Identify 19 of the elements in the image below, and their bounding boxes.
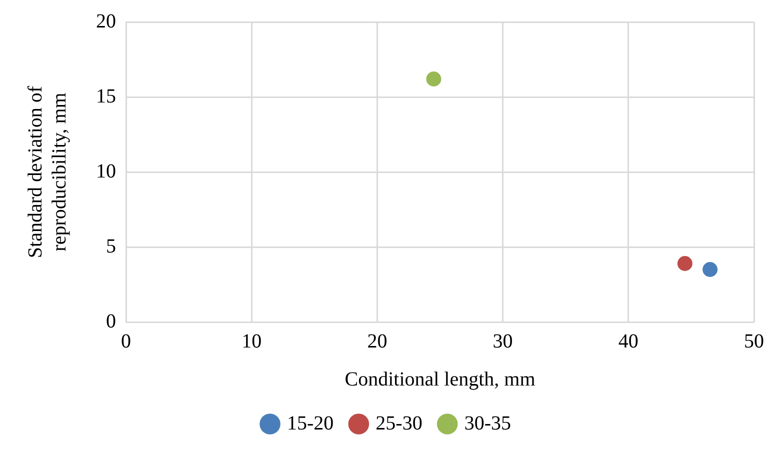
x-tick-label: 30 — [492, 330, 513, 352]
x-tick-label: 50 — [744, 330, 764, 352]
legend-label: 15-20 — [287, 412, 334, 434]
x-tick-label: 20 — [367, 330, 388, 352]
y-axis-title: Standard deviation of reproducibility, mm — [24, 86, 70, 258]
point — [702, 262, 718, 277]
x-tick-label: 40 — [618, 330, 638, 352]
legend-label: 25-30 — [376, 412, 422, 434]
point — [677, 256, 692, 271]
y-tick-label: 5 — [106, 235, 116, 258]
y-tick-label: 15 — [96, 85, 116, 108]
x-tick-label: 10 — [242, 330, 262, 352]
x-axis-title: Conditional length, mm — [344, 368, 536, 390]
y-tick-label: 0 — [106, 310, 116, 332]
y-tick-label: 20 — [96, 10, 116, 32]
y-tick-label: 10 — [96, 160, 116, 182]
x-tick-label: 0 — [121, 330, 131, 352]
legend-label: 30-35 — [464, 412, 511, 434]
point — [426, 72, 442, 86]
